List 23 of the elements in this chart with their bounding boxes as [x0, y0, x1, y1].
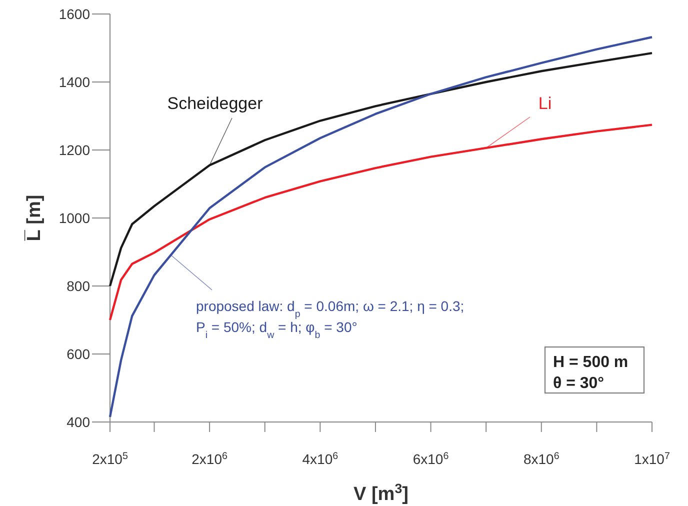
x-tick-label: 2x10$^{5}$ [92, 450, 128, 467]
annotation: θ = 30° [553, 375, 604, 392]
x-tick-label: 8x10$^{6}$ [523, 450, 560, 467]
y-tick-label: 600 [66, 346, 90, 362]
line-series [108, 124, 654, 322]
y-tick-label: 1600 [58, 6, 90, 22]
line-series [108, 52, 654, 288]
y-tick-label: 800 [66, 278, 90, 294]
y-tick-label: 1200 [58, 142, 90, 158]
x-tick-label: 2x10$^{6}$ [192, 450, 228, 467]
series-label: Li [538, 94, 552, 113]
y-tick-label: 400 [66, 414, 90, 430]
x-tick-label: 4x10$^{6}$ [302, 450, 339, 467]
y-axis-title: L̅ [m] [24, 194, 45, 242]
y-tick-label: 1000 [58, 210, 90, 226]
x-tick-label: 6x10$^{6}$ [412, 450, 450, 467]
line-series [108, 36, 654, 418]
annotation: H = 500 m [553, 354, 628, 371]
series-label: Scheidegger [167, 94, 264, 113]
y-tick-label: 1400 [58, 74, 90, 90]
text: proposed law: d$_{p}$ = 0.06m; ω = 2.1; η = 0.3; P$_{i}$ = 50%; d$_{w}$ = h; φ$_{b}$ = 30° [196, 298, 464, 340]
x-axis-title: V [m$^{3}$] [354, 480, 408, 505]
x-tick-label: 1x10$^{7}$ [634, 450, 670, 467]
